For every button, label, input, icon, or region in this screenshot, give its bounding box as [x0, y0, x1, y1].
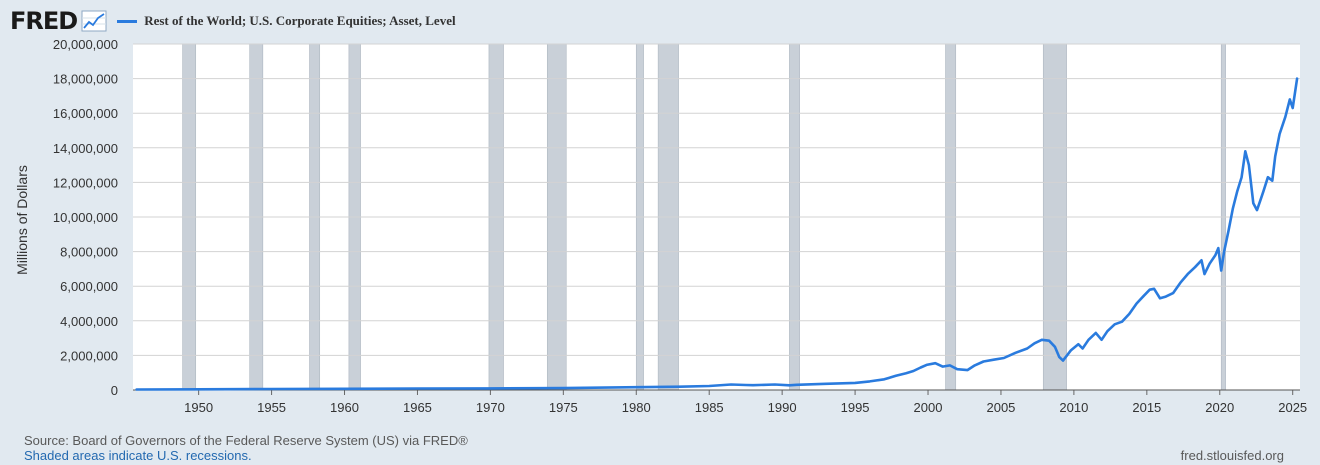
y-tick-label: 8,000,000	[60, 245, 118, 260]
x-tick-label: 1950	[184, 400, 213, 415]
y-tick-label: 18,000,000	[53, 72, 118, 87]
x-tick-label: 1965	[403, 400, 432, 415]
chart-header: FRED Rest of the World; U.S. Corporate E…	[10, 6, 456, 36]
recession-note[interactable]: Shaded areas indicate U.S. recessions.	[24, 448, 252, 463]
y-tick-label: 20,000,000	[53, 37, 118, 52]
legend-swatch	[117, 19, 138, 23]
y-tick-label: 0	[111, 383, 118, 398]
y-tick-label: 4,000,000	[60, 314, 118, 329]
x-tick-label: 2005	[986, 400, 1015, 415]
y-axis-label: Millions of Dollars	[14, 165, 30, 275]
x-tick-label: 1960	[330, 400, 359, 415]
x-tick-label: 1990	[768, 400, 797, 415]
y-tick-label: 2,000,000	[60, 348, 118, 363]
y-tick-label: 14,000,000	[53, 141, 118, 156]
y-tick-label: 6,000,000	[60, 279, 118, 294]
x-tick-label: 1985	[695, 400, 724, 415]
y-tick-label: 16,000,000	[53, 106, 118, 121]
x-tick-label: 1970	[476, 400, 505, 415]
fred-url[interactable]: fred.stlouisfed.org	[1180, 448, 1284, 463]
plot-area: 0 2,000,000 4,000,000 6,000,000 8,000,000 10,…	[53, 37, 1307, 415]
x-tick-label: 2010	[1059, 400, 1088, 415]
x-tick-label: 1980	[622, 400, 651, 415]
x-tick-label: 2020	[1205, 400, 1234, 415]
x-tick-label: 1975	[549, 400, 578, 415]
series-line	[135, 77, 1299, 391]
x-tick-label: 2025	[1278, 400, 1307, 415]
legend-label: Rest of the World; U.S. Corporate Equiti…	[144, 13, 456, 28]
x-tick-label: 2000	[914, 400, 943, 415]
source-note: Source: Board of Governors of the Federa…	[24, 433, 468, 448]
line-chart: Millions of Dollars 0 2,000,000 4,000,000 6…	[14, 37, 1307, 415]
chart-legend: Rest of the World; U.S. Corporate Equiti…	[117, 13, 456, 29]
chart-line-icon	[81, 10, 107, 32]
x-tick-label: 1955	[257, 400, 286, 415]
y-tick-label: 10,000,000	[53, 210, 118, 225]
fred-logo[interactable]: FRED	[10, 7, 78, 35]
x-tick-label: 2015	[1132, 400, 1161, 415]
x-tick-label: 1995	[841, 400, 870, 415]
y-tick-label: 12,000,000	[53, 175, 118, 190]
